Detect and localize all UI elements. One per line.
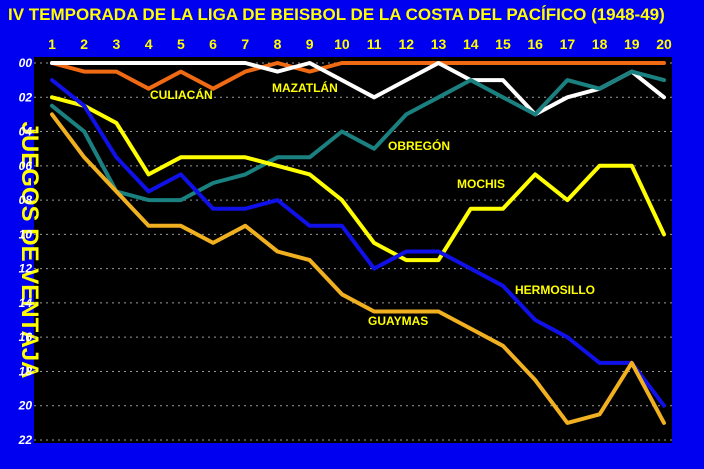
y-tick-label: 22 [18,433,33,447]
y-tick-label: 08 [19,193,33,207]
series-label-guaymas: GUAYMAS [368,314,428,328]
y-tick-label: 16 [19,330,33,344]
series-line-mazatlan [50,61,666,117]
series-label-hermosillo: HERMOSILLO [515,283,595,297]
series-line-hermosillo [50,78,666,408]
x-tick-label: 8 [274,36,282,52]
y-tick-label: 14 [19,296,33,310]
y-tick-label: 00 [19,56,33,70]
x-tick-labels: 1 2 3 4 5 6 7 8 9 10 11 12 13 14 15 16 17 18 19 20 [48,36,672,52]
x-tick-label: 18 [592,36,608,52]
y-tick-label: 18 [19,364,33,378]
series-line-guaymas [50,112,666,425]
x-tick-label: 13 [431,36,447,52]
series-line-mochis [50,95,666,263]
x-tick-label: 1 [48,36,56,52]
x-tick-label: 17 [560,36,576,52]
x-tick-label: 16 [527,36,543,52]
x-tick-label: 14 [463,36,479,52]
x-tick-label: 2 [80,36,88,52]
x-tick-label: 15 [495,36,511,52]
x-tick-label: 11 [367,36,382,52]
series-line-culiacan [50,61,666,91]
y-tick-label: 04 [19,125,33,139]
x-tick-label: 19 [624,36,640,52]
series-label-mochis: MOCHIS [457,177,505,191]
y-tick-label: 06 [19,159,33,173]
x-tick-label: 3 [113,36,121,52]
y-tick-labels: 00 02 04 06 08 10 12 14 16 18 20 22 [18,56,33,447]
series-lines [50,61,666,425]
x-tick-label: 5 [177,36,185,52]
x-tick-label: 6 [209,36,217,52]
x-tick-label: 9 [306,36,314,52]
plot-area [34,57,672,443]
series-label-culiacan: CULIACÁN [150,87,213,102]
series-line-obregon [50,69,666,203]
x-tick-label: 20 [656,36,672,52]
y-tick-label: 20 [18,399,33,413]
series-labels: CULIACÁN MAZATLÁN OBREGÓN MOCHIS HERMOSI… [150,80,595,328]
y-axis-label: JUEGOS DE VENTAJA [16,122,43,379]
y-tick-label: 10 [19,227,33,241]
y-tick-label: 02 [19,90,33,104]
x-tick-label: 12 [399,36,415,52]
y-tick-label: 12 [19,262,33,276]
x-tick-label: 10 [334,36,350,52]
x-tick-label: 7 [241,36,249,52]
series-label-mazatlan: MAZATLÁN [272,80,338,95]
chart-title: IV TEMPORADA DE LA LIGA DE BEISBOL DE LA… [8,5,665,24]
series-label-obregon: OBREGÓN [388,138,450,153]
x-tick-label: 4 [145,36,153,52]
